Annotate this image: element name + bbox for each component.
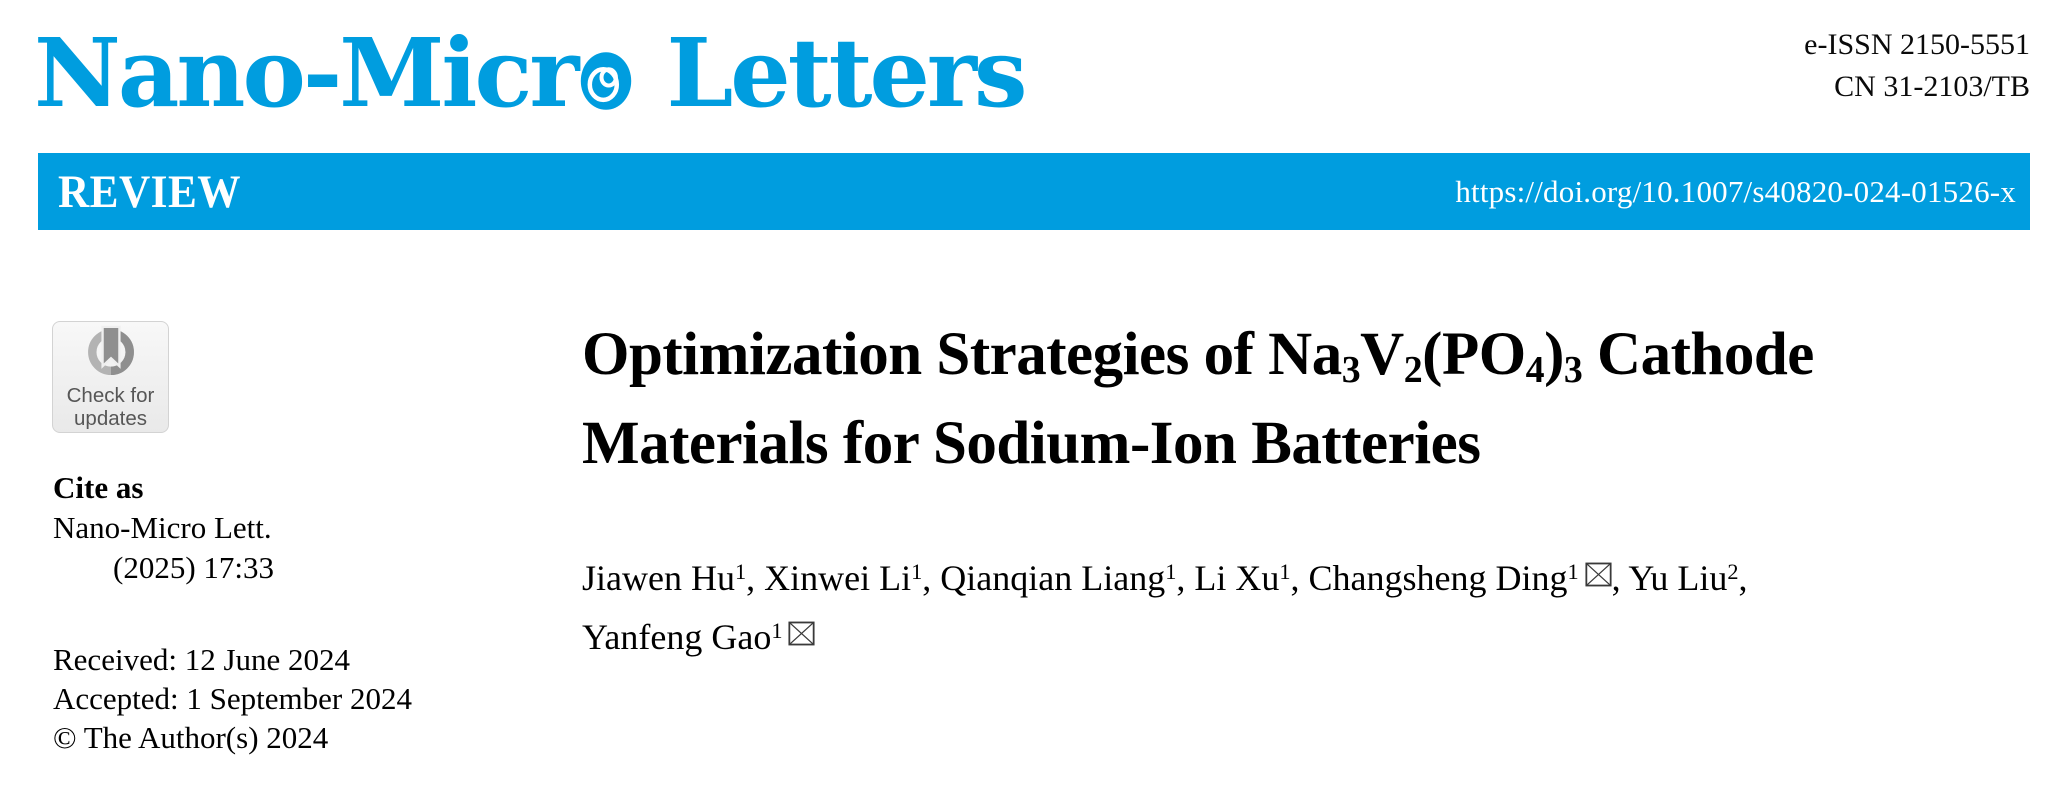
author-separator: , [1738,558,1748,598]
formula-subscript: 2 [1403,349,1423,392]
formula-subscript: 3 [1563,349,1583,392]
author-affiliation-superscript: 1 [1567,558,1579,584]
author-separator: , [746,558,765,598]
author-name: Jiawen Hu [582,558,735,598]
author-separator: , [1176,558,1195,598]
author-affiliation-superscript: 1 [734,558,747,584]
check-updates-line2: updates [74,406,147,430]
cite-journal-abbrev: Nano-Micro Lett. [53,510,272,545]
author-separator: , [1290,558,1309,598]
formula-subscript: 3 [1341,349,1361,392]
author-affiliation-superscript: 1 [1165,558,1177,584]
copyright-notice: © The Author(s) 2024 [53,720,329,755]
formula-subscript: 4 [1525,349,1545,392]
doi-link[interactable]: https://doi.org/10.1007/s40820-024-01526… [1455,173,2016,209]
check-updates-crossmark-icon [87,325,134,375]
title-line: Optimization Strategies of Na3V2(PO4)3 C… [582,321,1814,392]
citation-block: Cite as Nano-Micro Lett. (2025) 17:33 [53,468,274,588]
check-updates-line1: Check for [66,383,155,407]
author-name: Li Xu [1194,558,1280,598]
author-name: Yu Liu [1628,558,1728,598]
author-name: Qianqian Liang [940,558,1166,598]
corresponding-author-envelope[interactable] [788,619,816,646]
envelope-icon [1585,562,1612,587]
journal-logo-text-prefix: Nano-Micr [34,18,579,129]
accepted-date: Accepted: 1 September 2024 [53,681,412,716]
corresponding-author-envelope[interactable] [1585,560,1612,587]
eissn-text: e-ISSN 2150-5551 [1804,28,2030,61]
title-line: Materials for Sodium-Ion Batteries [582,410,1481,477]
article-type-label: REVIEW [58,165,241,218]
author-line: Yanfeng Gao1 [582,610,1747,669]
cn-number-text: CN 31-2103/TB [1834,70,2030,103]
author-separator: , [1611,558,1629,598]
author-name: Changsheng Ding [1308,558,1568,598]
author-line: Jiawen Hu1, Xinwei Li1, Qianqian Liang1,… [582,551,1747,610]
journal-logo-text-suffix: Letters [636,18,1027,129]
journal-logo: Nano-Micr Letters [34,24,1027,124]
check-updates-text: Check for updates [67,384,155,430]
article-title: Optimization Strategies of Na3V2(PO4)3 C… [582,314,1814,485]
author-affiliation-superscript: 2 [1727,558,1739,584]
journal-logo-swirl-o-icon [579,29,633,110]
author-affiliation-superscript: 1 [771,617,783,643]
received-date: Received: 12 June 2024 [53,642,351,677]
envelope-icon [788,621,816,646]
cite-as-label: Cite as [53,470,144,505]
check-for-updates-badge[interactable]: Check for updates [52,321,169,433]
author-affiliation-superscript: 1 [911,558,923,584]
issn-block: e-ISSN 2150-5551 CN 31-2103/TB [1804,24,2030,108]
dates-block: Received: 12 June 2024 Accepted: 1 Septe… [53,640,412,757]
author-affiliation-superscript: 1 [1279,558,1291,584]
author-name: Yanfeng Gao [582,617,772,657]
cite-volume-ref: (2025) 17:33 [113,550,275,585]
author-list: Jiawen Hu1, Xinwei Li1, Qianqian Liang1,… [582,551,1747,669]
article-type-banner: REVIEW https://doi.org/10.1007/s40820-02… [38,153,2030,230]
author-separator: , [922,558,941,598]
author-name: Xinwei Li [764,558,912,598]
